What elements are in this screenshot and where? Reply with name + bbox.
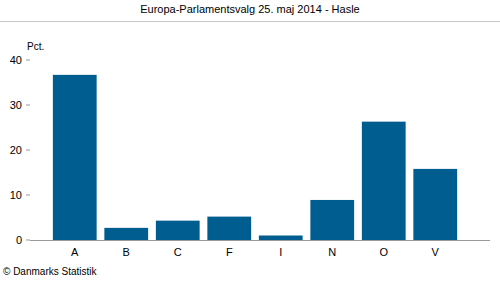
y-tick-label: 40 — [10, 54, 22, 66]
y-tick — [26, 105, 30, 106]
x-tick-label: I — [279, 246, 282, 258]
y-tick-label: 20 — [10, 144, 22, 156]
x-tick-label: N — [328, 246, 336, 258]
title: Europa-Parlamentsvalg 25. maj 2014 - Has… — [140, 3, 360, 15]
bar — [310, 200, 354, 240]
source: © Danmarks Statistik — [3, 266, 98, 277]
bar — [362, 122, 406, 240]
y-tick — [26, 150, 30, 151]
x-axis-line — [30, 240, 490, 241]
y-tick-label: 10 — [10, 189, 22, 201]
bar — [53, 75, 97, 240]
y-tick — [26, 195, 30, 196]
bar — [259, 236, 303, 241]
chart-container: Europa-Parlamentsvalg 25. maj 2014 - Has… — [0, 0, 500, 282]
bar — [413, 169, 457, 240]
x-tick-label: A — [71, 246, 79, 258]
x-tick-label: C — [174, 246, 182, 258]
y-axis-label: Pct. — [27, 41, 44, 52]
y-tick-label: 0 — [16, 234, 22, 246]
bars — [53, 75, 457, 240]
chart-svg: Europa-Parlamentsvalg 25. maj 2014 - Has… — [0, 0, 500, 282]
title-rule — [0, 21, 500, 22]
y-tick-label: 30 — [10, 99, 22, 111]
y-tick — [26, 60, 30, 61]
bar — [156, 221, 200, 240]
x-tick-label: O — [379, 246, 388, 258]
x-tick-label: B — [123, 246, 130, 258]
x-tick-label: V — [432, 246, 440, 258]
x-tick-label: F — [226, 246, 233, 258]
y-tick — [26, 240, 30, 241]
bar — [104, 228, 148, 240]
bar — [207, 217, 251, 240]
